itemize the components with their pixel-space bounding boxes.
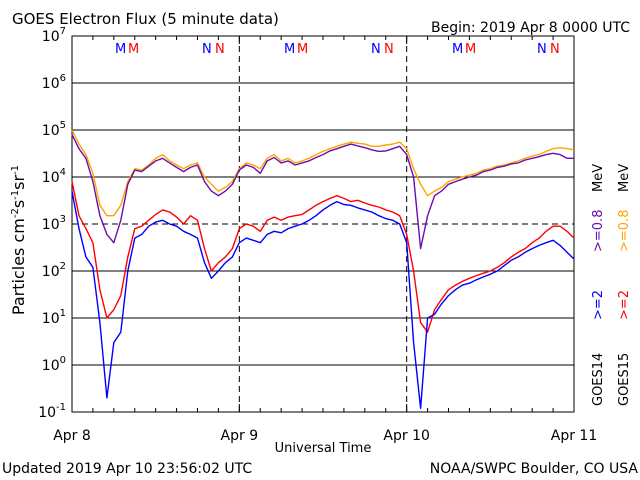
series-line-1 [71,129,575,217]
marker-n-red: N [550,42,560,57]
legend-goes15-gt2: >=2 [617,290,632,320]
updated-timestamp: Updated 2019 Apr 10 23:56:02 UTC [2,461,252,477]
x-tick-label: Apr 9 [221,428,259,444]
y-tick-label: 103 [42,214,66,233]
x-tick-label: Apr 8 [53,428,91,444]
event-markers: M M N N M M N N M M N N [115,42,560,57]
legend-goes15-gt08: >=0.8 [617,210,632,252]
marker-m-red: M [465,42,476,57]
data-series [71,129,575,409]
y-tick-label: 106 [42,73,66,92]
y-tick-label: 104 [42,167,66,186]
y-tick-labels: 10-1 100 101 102 103 104 105 106 107 [38,26,66,421]
chart-title: GOES Electron Flux (5 minute data) [12,10,279,28]
x-tick-label: Apr 11 [551,428,597,444]
x-tick-labels: Apr 8 Apr 9 Apr 10 Apr 11 [53,428,597,444]
legend-goes14-gt08: >=0.8 [591,210,606,252]
y-axis-label: Particles cm-2s-1sr-1 [9,165,28,315]
legend-goes15: GOES15 [617,353,632,406]
marker-m-blue: M [284,42,295,57]
marker-n-blue: N [371,42,381,57]
y-tick-label: 107 [42,26,66,45]
x-tick-label: Apr 10 [383,428,429,444]
marker-m-red: M [297,42,308,57]
marker-n-red: N [384,42,394,57]
marker-m-blue: M [452,42,463,57]
legend-goes14-gt2: >=2 [591,290,606,320]
begin-time: Begin: 2019 Apr 8 0000 UTC [431,20,630,36]
series-line-2 [71,134,574,250]
y-tick-label: 101 [42,308,66,327]
y-tick-label: 10-1 [38,402,66,421]
marker-m-blue: M [115,42,126,57]
marker-n-blue: N [202,42,212,57]
series-line-3 [71,181,575,333]
legend-mev-1: MeV [591,164,606,192]
marker-n-red: N [215,42,225,57]
series-line-4 [71,190,575,409]
marker-m-red: M [128,42,139,57]
credit: NOAA/SWPC Boulder, CO USA [430,461,639,477]
y-tick-label: 105 [42,120,66,139]
legend: >=2 >=0.8 MeV GOES14 >=2 >=0.8 MeV GOES1… [591,164,632,406]
y-tick-label: 100 [42,355,66,374]
y-tick-label: 102 [42,261,66,280]
legend-mev-2: MeV [617,164,632,192]
x-axis-label: Universal Time [275,441,372,456]
marker-n-blue: N [537,42,547,57]
legend-goes14: GOES14 [591,353,606,406]
grid-lines [71,36,575,412]
